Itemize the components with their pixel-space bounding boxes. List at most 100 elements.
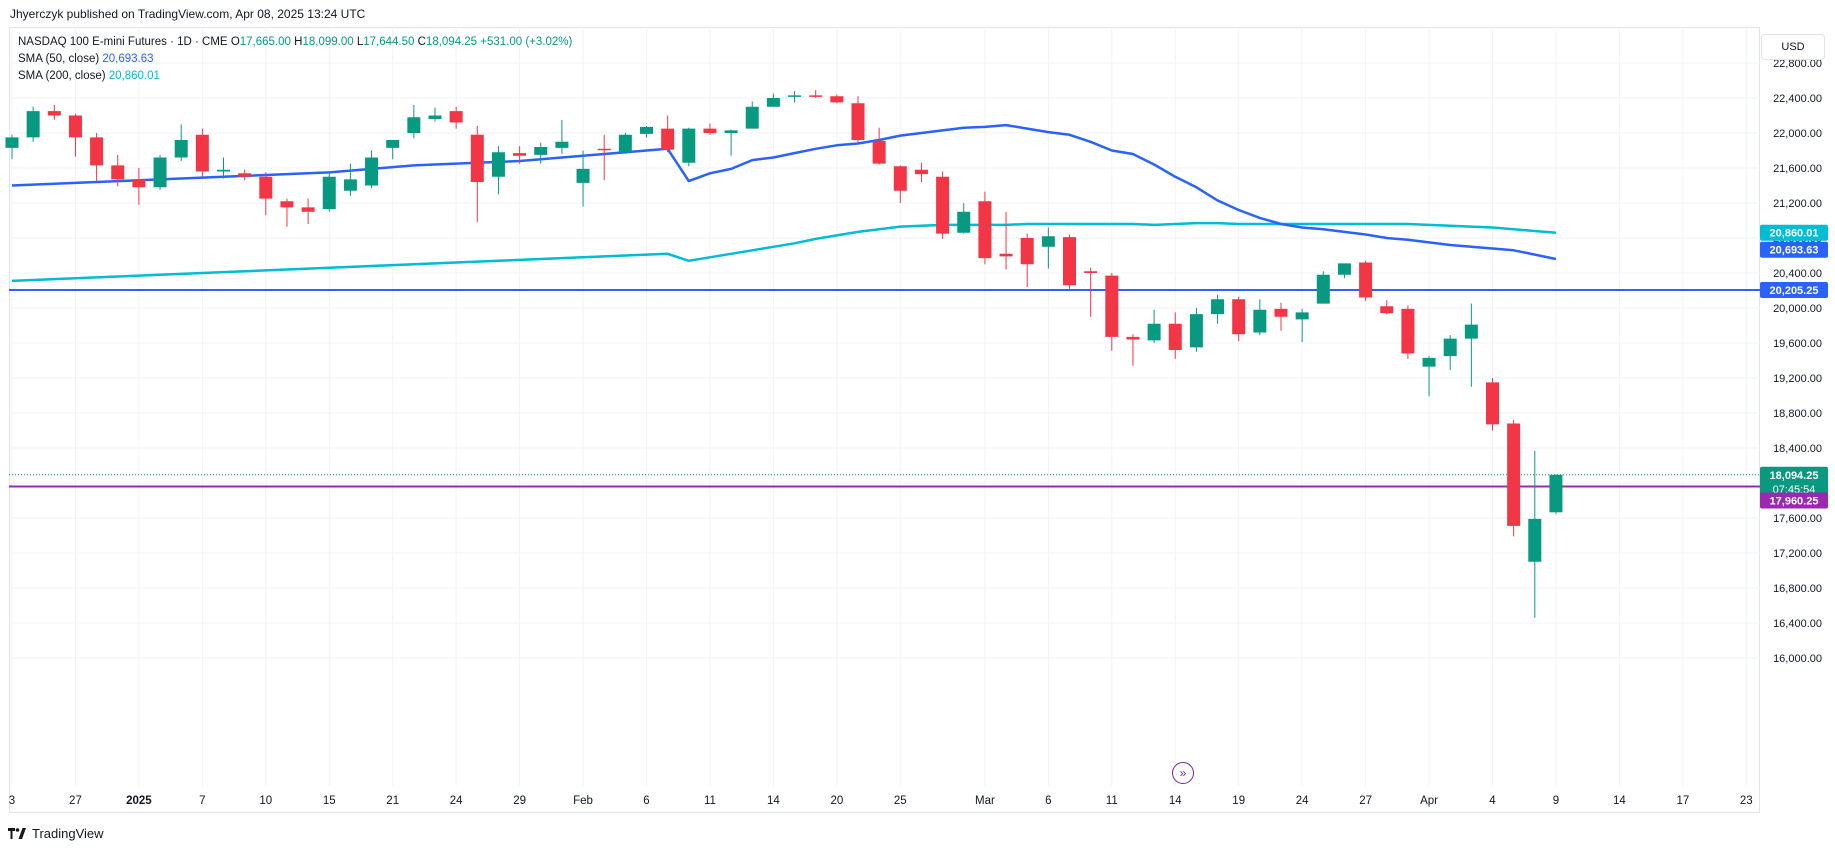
replay-icon[interactable]: » [1172, 762, 1194, 784]
candle-body [301, 207, 315, 212]
candle-body [872, 140, 886, 164]
y-tick-label: 18,400.00 [1773, 443, 1822, 455]
candle-body [1486, 382, 1499, 425]
x-tick-label: 15 [323, 795, 336, 807]
candle-body [640, 126, 653, 134]
candle-body [1443, 338, 1457, 357]
candle-body [766, 98, 780, 107]
footer-brand-text: TradingView [32, 826, 104, 841]
candle-body [428, 115, 442, 119]
candle-body [893, 166, 907, 191]
chart-legend: NASDAQ 100 E-mini Futures · 1D · CME O17… [18, 34, 572, 85]
candle-body [5, 137, 19, 148]
candle-body [1211, 299, 1225, 315]
candle-body [1105, 275, 1119, 337]
candle-body [238, 173, 252, 177]
candle-body [597, 148, 611, 151]
candle-body [1126, 336, 1140, 340]
x-tick-label: 4 [1489, 795, 1496, 807]
moving-averages [11, 123, 1557, 283]
candle-body [111, 165, 125, 180]
candle-body [999, 253, 1013, 257]
sma200-price-tag: 20,860.01 [1770, 228, 1819, 240]
legend-sma200-row[interactable]: SMA (200, close) 20,860.01 [18, 68, 572, 85]
close-label: C [417, 36, 426, 48]
high-label: H [294, 36, 303, 48]
candle-body [957, 211, 971, 233]
candle-body [1041, 236, 1055, 247]
support-price-tag-bg [1760, 282, 1828, 299]
candle-body [68, 115, 82, 138]
candle-body [534, 147, 548, 155]
candle-body [132, 179, 146, 188]
x-tick-label: 14 [1613, 795, 1626, 807]
legend-sma50-row[interactable]: SMA (50, close) 20,693.63 [18, 51, 572, 68]
sma50-label: SMA (50, close) [18, 53, 100, 65]
candle-body [724, 130, 738, 133]
y-tick-label: 19,600.00 [1773, 338, 1822, 350]
candle-body [386, 140, 400, 148]
y-tick-label: 17,200.00 [1773, 548, 1822, 560]
close-value: 18,094.25 [425, 36, 478, 48]
candle-body [491, 152, 505, 177]
x-tick-label: 9 [1553, 795, 1559, 807]
currency-button[interactable]: USD [1761, 34, 1825, 60]
high-value: 18,099.00 [302, 36, 354, 48]
candle-body [1507, 423, 1521, 526]
x-tick-label: 6 [1045, 795, 1051, 807]
x-tick-label: 17 [1676, 795, 1689, 807]
x-tick-label: Mar [975, 795, 995, 807]
candle-body [1147, 323, 1161, 341]
candle-body [1063, 237, 1076, 286]
y-tick-label: 16,400.00 [1773, 618, 1822, 630]
y-tick-label: 22,000.00 [1773, 128, 1822, 140]
candles [5, 90, 1563, 618]
x-tick-label: 7 [199, 795, 205, 807]
candle-body [1422, 357, 1436, 367]
y-tick-label: 22,800.00 [1773, 58, 1822, 70]
candle-body [195, 134, 209, 172]
y-tick-label: 20,400.00 [1773, 268, 1822, 280]
candle-body [90, 137, 104, 166]
x-tick-label: 11 [1106, 795, 1118, 807]
sma200-value: 20,860.01 [108, 70, 160, 82]
candle-body [809, 95, 823, 97]
candle-body [1359, 262, 1373, 298]
x-tick-label: 29 [513, 795, 526, 807]
candle-body [978, 201, 992, 259]
candle-body [851, 103, 865, 140]
open-label: O [230, 36, 240, 48]
x-tick-label: 10 [259, 795, 272, 807]
candle-body [830, 96, 844, 103]
footer-brand[interactable]: TradingView [8, 826, 104, 841]
low-label: L [356, 36, 364, 48]
candle-body [618, 134, 632, 153]
y-tick-label: 22,400.00 [1773, 93, 1822, 105]
candle-body [1380, 306, 1394, 314]
x-tick-label: 3 [9, 795, 15, 807]
candle-body [26, 111, 40, 138]
x-tick-label: 14 [767, 795, 780, 807]
x-tick-label: 19 [1232, 795, 1245, 807]
candle-body [1401, 308, 1415, 354]
y-tick-label: 21,600.00 [1773, 163, 1822, 175]
candle-body [1020, 238, 1034, 265]
candle-body [449, 111, 463, 123]
candle-body [343, 179, 357, 191]
symbol-name: NASDAQ 100 E-mini Futures · 1D · CME [18, 36, 228, 48]
y-tick-label: 16,800.00 [1773, 583, 1822, 595]
y-tick-label: 21,200.00 [1773, 198, 1822, 210]
time-axis: 3 27 2025 7 10 15 21 24 29 Feb 6 11 14 20 25 Mar 6 11 14 19… [9, 795, 1753, 807]
purple-level-price-tag: 17,960.25 [1770, 495, 1819, 507]
chart-plot-area[interactable] [9, 27, 1760, 813]
support-price-tag: 20,205.25 [1770, 285, 1819, 297]
sma200-line [11, 221, 1557, 283]
candle-body [322, 176, 336, 210]
candle-body [703, 128, 717, 133]
x-tick-label: 27 [69, 795, 82, 807]
price-labels: 20,860.0120,693.6320,205.2518,094.2507:4… [1760, 224, 1828, 509]
candle-body [788, 95, 802, 97]
candle-body [1464, 324, 1478, 339]
candle-body [153, 157, 167, 188]
